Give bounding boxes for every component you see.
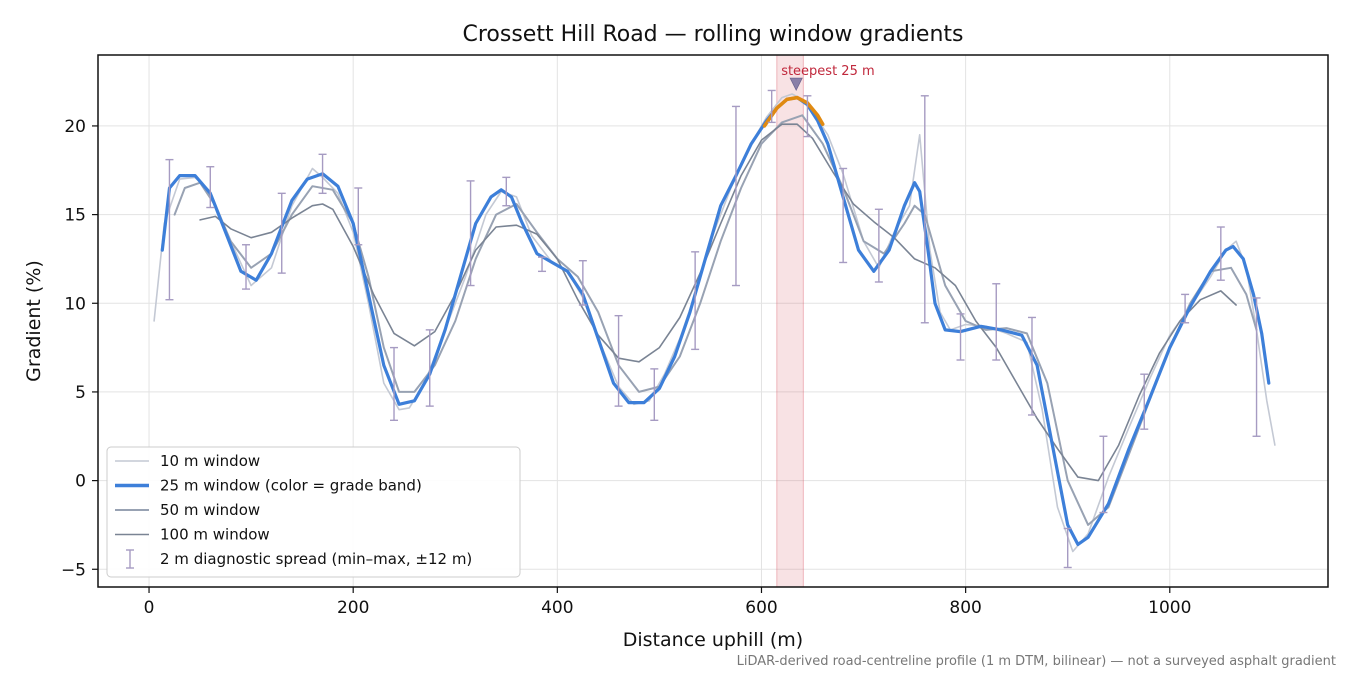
error-bar <box>874 208 883 283</box>
error-bar <box>1181 293 1190 324</box>
error-bar <box>466 180 475 287</box>
y-tick-label: 10 <box>64 294 86 314</box>
series-50m-line <box>173 114 1258 526</box>
steepest-marker <box>789 77 803 92</box>
legend-label: 100 m window <box>160 526 270 544</box>
error-bar <box>992 283 1001 361</box>
error-bar <box>1027 316 1036 416</box>
error-bar <box>578 260 587 306</box>
legend-box <box>106 446 521 578</box>
error-bar <box>920 95 929 324</box>
error-bar <box>502 176 511 207</box>
x-tick-label: 200 <box>337 598 369 618</box>
legend: 10 m window 25 m window (color = grade ba… <box>106 446 521 578</box>
error-bar <box>650 368 659 422</box>
error-bar <box>839 167 848 264</box>
x-tick-label: 800 <box>949 598 981 618</box>
series-100m-line <box>199 123 1237 482</box>
error-bar <box>803 95 812 138</box>
error-bar <box>1140 373 1149 430</box>
legend-item-50m: 50 m window <box>115 501 260 519</box>
error-bar <box>206 166 215 209</box>
y-axis-label: Gradient (%) <box>23 260 45 382</box>
error-bar <box>390 346 399 422</box>
steepest-label: steepest 25 m <box>781 64 874 79</box>
y-tick-label: 5 <box>75 383 86 403</box>
error-bar <box>354 187 363 246</box>
legend-label: 2 m diagnostic spread (min–max, ±12 m) <box>160 550 472 568</box>
legend-label: 50 m window <box>160 501 260 519</box>
error-bar <box>1099 435 1108 514</box>
legend-item-spread: 2 m diagnostic spread (min–max, ±12 m) <box>126 549 472 569</box>
error-bar <box>1063 527 1072 569</box>
error-bar <box>1216 226 1225 281</box>
x-tick-label: 400 <box>541 598 573 618</box>
axis-ticks: 0 200 400 600 800 1000 −5 0 5 10 15 20 <box>61 117 1191 618</box>
error-bar <box>165 158 174 301</box>
error-bar <box>318 153 327 195</box>
error-bar <box>538 256 547 273</box>
x-tick-label: 1000 <box>1148 598 1191 618</box>
diagnostic-error-bars <box>165 89 1261 569</box>
error-bar <box>731 105 740 287</box>
chart-title: Crossett Hill Road — rolling window grad… <box>462 22 963 47</box>
error-bar <box>614 314 623 407</box>
steepest-segment-line <box>762 95 825 128</box>
error-bar <box>956 313 965 361</box>
legend-item-25m: 25 m window (color = grade band) <box>115 477 422 495</box>
error-bar <box>1252 297 1261 437</box>
legend-label: 10 m window <box>160 452 260 470</box>
error-bar <box>425 329 434 407</box>
x-tick-label: 600 <box>745 598 777 618</box>
error-bar <box>277 192 286 274</box>
x-tick-label: 0 <box>144 598 155 618</box>
legend-item-10m: 10 m window <box>115 452 260 470</box>
error-bar <box>242 244 251 290</box>
y-tick-label: 20 <box>64 117 86 137</box>
y-tick-label: 15 <box>64 206 86 226</box>
plot-frame <box>97 54 1329 588</box>
y-tick-label: −5 <box>61 560 86 580</box>
steepest-marker-group: steepest 25 m <box>781 64 875 92</box>
footnote: LiDAR-derived road-centreline profile (1… <box>737 654 1336 669</box>
steepest-highlight <box>776 54 804 588</box>
legend-label: 25 m window (color = grade band) <box>160 477 422 495</box>
error-bar <box>691 251 700 351</box>
steepest-band <box>776 54 804 588</box>
y-tick-label: 0 <box>75 472 86 492</box>
legend-item-100m: 100 m window <box>115 526 270 544</box>
x-axis-label: Distance uphill (m) <box>623 629 803 651</box>
error-bar <box>767 89 776 124</box>
